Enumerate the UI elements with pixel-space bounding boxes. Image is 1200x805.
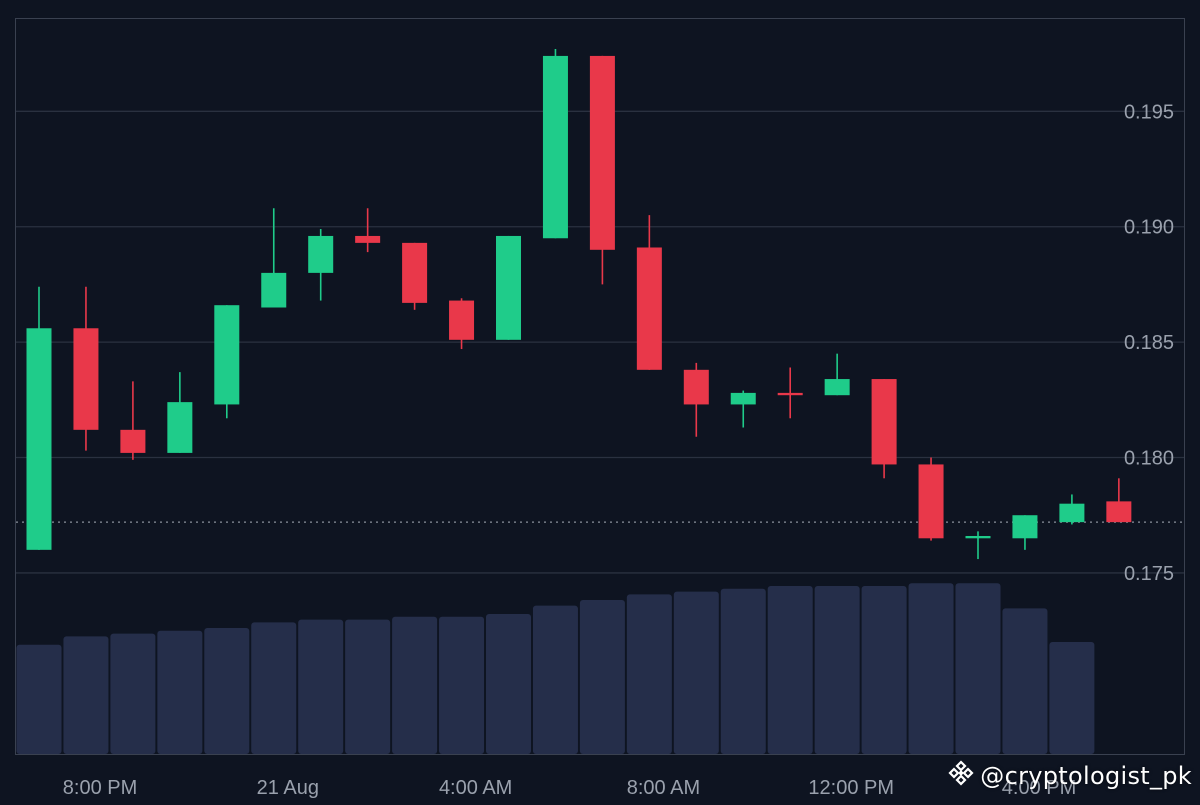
candle-body	[824, 379, 850, 396]
candle-down[interactable]	[1106, 478, 1132, 523]
candle-up[interactable]	[26, 286, 52, 550]
volume-bar	[251, 622, 297, 754]
candle-up[interactable]	[730, 390, 756, 428]
volume-bar	[298, 619, 344, 754]
candle-down[interactable]	[777, 367, 803, 419]
candle-up[interactable]	[824, 353, 850, 396]
volume-bar	[908, 583, 954, 754]
price-tick-label: 0.175	[1124, 563, 1174, 585]
candle-body	[965, 535, 991, 539]
volume-bar	[16, 644, 62, 754]
volume-bar	[392, 616, 438, 754]
candle-down[interactable]	[918, 457, 944, 541]
volume-bar	[767, 586, 813, 754]
candle-body	[355, 235, 381, 243]
volume-bar	[63, 636, 109, 754]
candle-body	[918, 464, 944, 539]
candle-body	[449, 300, 475, 340]
volume-bar	[532, 605, 578, 754]
volume-bar	[1049, 642, 1095, 754]
time-tick-label: 4:00 PM	[1002, 777, 1076, 799]
time-tick-label: 4:00 AM	[439, 777, 512, 799]
price-tick-label: 0.185	[1124, 332, 1174, 354]
volume-bar	[814, 586, 860, 754]
plot-frame	[15, 18, 1185, 755]
candle-up[interactable]	[308, 229, 334, 301]
volume-bar	[1002, 608, 1048, 754]
candle-body	[402, 242, 428, 303]
watermark: @cryptologist_pk	[948, 760, 1192, 792]
price-tick-label: 0.180	[1124, 448, 1174, 470]
candle-body	[1059, 503, 1085, 523]
candle-body	[261, 272, 287, 308]
time-tick-label: 12:00 PM	[808, 777, 894, 799]
candle-up[interactable]	[1059, 494, 1085, 525]
volume-bar	[486, 614, 531, 754]
candle-up[interactable]	[496, 235, 521, 340]
candle-body	[26, 328, 52, 550]
candle-up[interactable]	[1012, 515, 1038, 550]
volume-bar	[955, 583, 1001, 754]
volume-bar	[110, 633, 156, 754]
volume-bar	[861, 586, 907, 754]
candle-up[interactable]	[261, 208, 287, 308]
volume-bars	[16, 583, 1095, 754]
candle-body	[730, 392, 756, 405]
candle-up[interactable]	[214, 305, 240, 419]
candle-up[interactable]	[965, 531, 991, 560]
candle-body	[636, 247, 662, 370]
price-tick-label: 0.195	[1124, 101, 1174, 123]
volume-bar	[720, 588, 766, 754]
candle-body	[1012, 515, 1038, 539]
watermark-text: @cryptologist_pk	[980, 762, 1192, 790]
candle-body	[683, 369, 709, 405]
axis-labels: 0.175 0.180 0.185 0.190 0.195 8:00 PM 21 Aug 4:…	[63, 101, 1174, 799]
candle-body	[542, 55, 568, 239]
candle-body	[496, 235, 521, 340]
candles	[26, 49, 1132, 560]
volume-bar	[579, 600, 625, 754]
candle-down[interactable]	[636, 215, 662, 370]
candle-up[interactable]	[167, 372, 193, 453]
candle-body	[777, 392, 803, 396]
candle-down[interactable]	[402, 242, 428, 310]
candle-body	[73, 328, 99, 430]
candle-body	[1106, 501, 1132, 523]
time-tick-label: 8:00 PM	[63, 777, 137, 799]
candle-body	[120, 429, 146, 453]
candle-down[interactable]	[871, 379, 897, 479]
candle-up[interactable]	[542, 49, 568, 239]
candle-body	[871, 379, 897, 465]
candle-down[interactable]	[355, 208, 381, 253]
candle-down[interactable]	[683, 362, 709, 437]
price-tick-label: 0.190	[1124, 217, 1174, 239]
volume-bar	[157, 630, 203, 754]
binance-diamond-icon	[948, 760, 974, 792]
volume-bar	[439, 616, 485, 754]
candle-body	[308, 235, 334, 273]
time-tick-label: 21 Aug	[257, 777, 319, 799]
candle-down[interactable]	[449, 298, 475, 350]
candle-body	[167, 402, 193, 453]
time-tick-label: 8:00 AM	[627, 777, 700, 799]
candle-down[interactable]	[120, 381, 146, 460]
volume-bar	[626, 594, 672, 754]
volume-bar	[204, 628, 250, 754]
candle-down[interactable]	[73, 286, 99, 451]
volume-bar	[345, 619, 391, 754]
candle-down[interactable]	[589, 55, 615, 285]
candle-body	[589, 55, 615, 250]
volume-bar	[673, 591, 719, 754]
candle-body	[214, 305, 240, 405]
